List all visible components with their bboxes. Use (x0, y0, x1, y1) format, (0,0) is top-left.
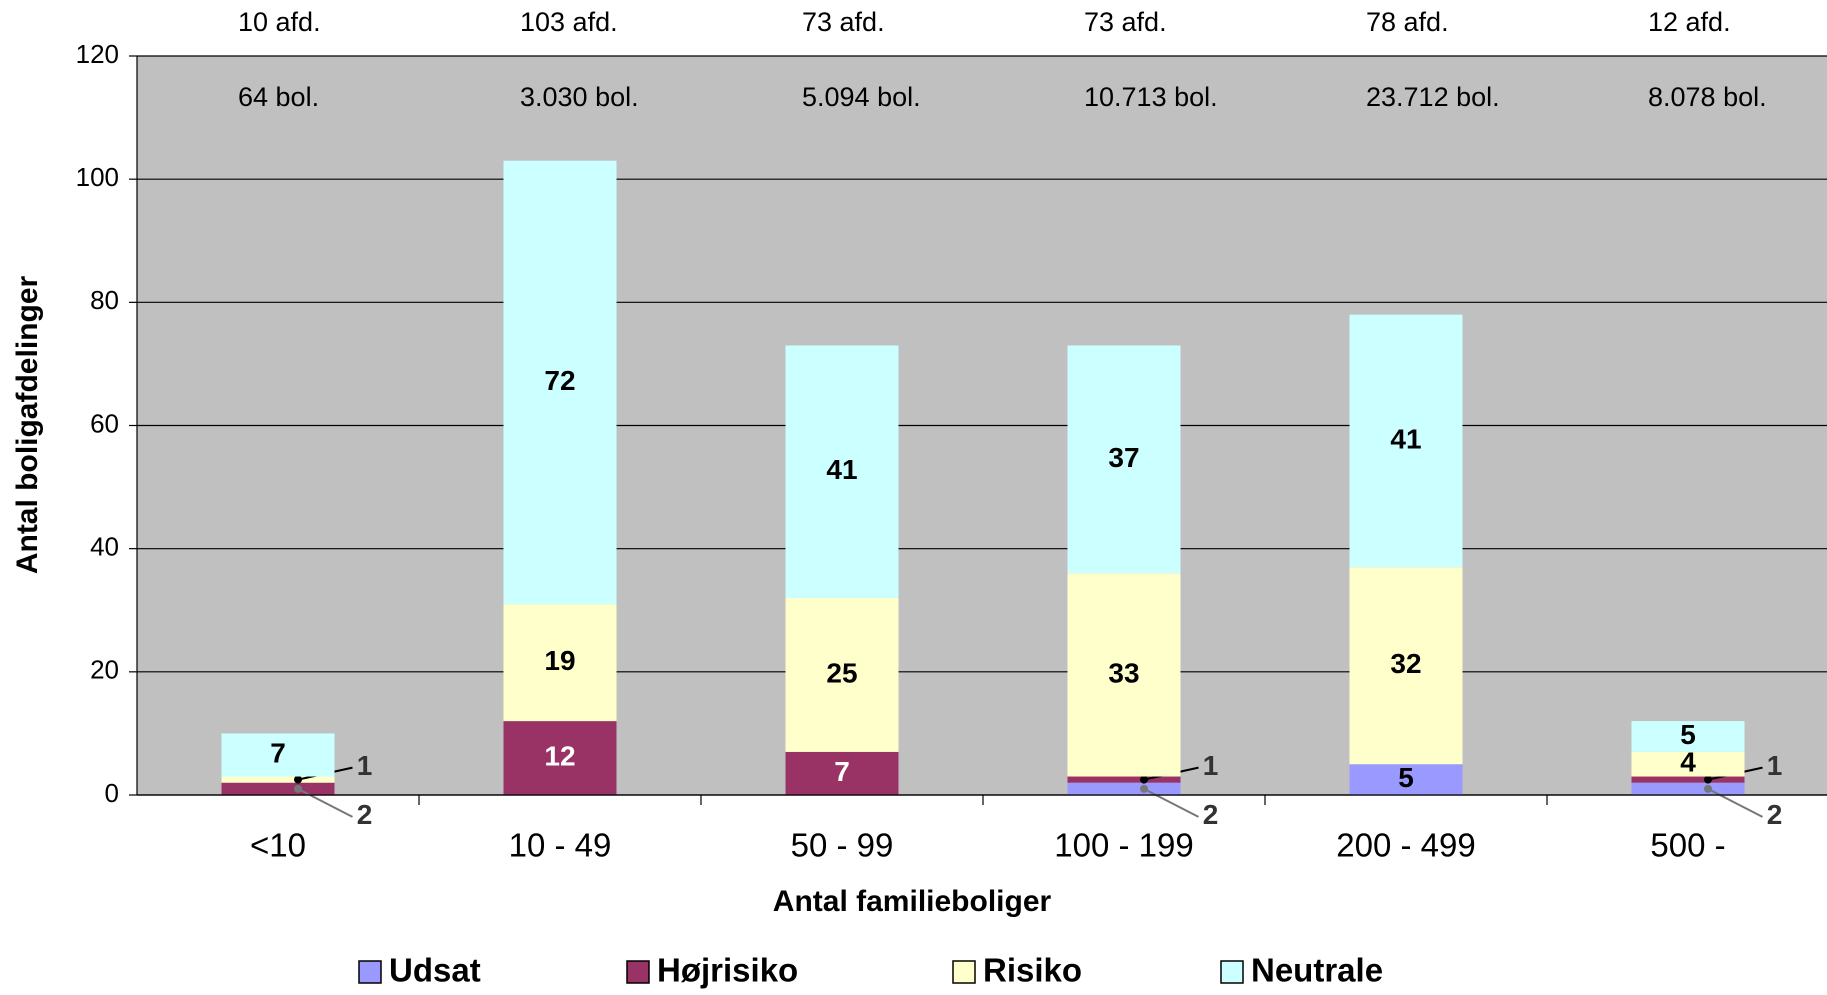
bar-segment (1631, 721, 1745, 752)
legend-label: Neutrale (1251, 952, 1383, 989)
bar-segment (1349, 567, 1463, 765)
annotation-bol: 5.094 bol. (802, 82, 921, 112)
annotation-bol: 23.712 bol. (1366, 82, 1500, 112)
bar-segment (221, 733, 335, 777)
data-label: 41 (1390, 423, 1421, 454)
bar-segment (785, 345, 899, 598)
annotation-afd: 73 afd. (802, 7, 885, 37)
x-tick-label: 100 - 199 (1054, 827, 1193, 864)
y-tick-label: 0 (105, 778, 119, 808)
data-label: 7 (270, 737, 286, 768)
legend-swatch (952, 960, 976, 984)
bar-segment (1067, 573, 1181, 777)
y-tick-label: 100 (76, 162, 119, 192)
bar-segment (1631, 782, 1745, 795)
x-tick-label: 200 - 499 (1336, 827, 1475, 864)
legend-swatch (358, 960, 382, 984)
annotation-bol: 10.713 bol. (1084, 82, 1218, 112)
bar-segment (503, 604, 617, 722)
data-label: 2 (357, 799, 373, 830)
annotation-afd: 103 afd. (520, 7, 618, 37)
data-label: 1 (1767, 750, 1783, 781)
data-label: 1 (357, 750, 373, 781)
leader-line (1143, 787, 1199, 818)
y-tick-label: 80 (90, 285, 119, 315)
legend-label: Risiko (983, 952, 1082, 989)
data-label: 32 (1390, 648, 1421, 679)
annotation-afd: 10 afd. (238, 7, 321, 37)
annotation-bol: 3.030 bol. (520, 82, 639, 112)
x-tick-label: 500 - (1650, 827, 1725, 864)
bar-segment (785, 751, 899, 795)
bar-segment (1067, 782, 1181, 795)
bar-segment (1067, 776, 1181, 783)
data-label: 19 (544, 645, 575, 676)
x-tick-label: 10 - 49 (509, 827, 612, 864)
annotation-afd: 73 afd. (1084, 7, 1167, 37)
legend-swatch (626, 960, 650, 984)
annotation-bol: 8.078 bol. (1648, 82, 1767, 112)
data-label: 2 (1203, 799, 1219, 830)
y-tick-label: 40 (90, 532, 119, 562)
bar-segment (1631, 751, 1745, 777)
leader-line (297, 787, 353, 818)
y-tick-label: 120 (76, 39, 119, 69)
bar-segment (503, 721, 617, 795)
y-axis-title: Antal boligafdelinger (11, 276, 44, 575)
data-label: 72 (544, 365, 575, 396)
bar-segment (1349, 764, 1463, 795)
x-tick-label: <10 (250, 827, 306, 864)
data-label: 25 (826, 657, 857, 688)
data-label: 41 (826, 454, 857, 485)
data-label: 37 (1108, 442, 1139, 473)
data-label: 1 (1203, 750, 1219, 781)
annotation-afd: 12 afd. (1648, 7, 1731, 37)
bar-segment (221, 782, 335, 795)
legend-label: Udsat (389, 952, 481, 989)
y-tick-label: 20 (90, 655, 119, 685)
bar-segment (503, 160, 617, 605)
bar-segment (221, 776, 335, 783)
annotation-afd: 78 afd. (1366, 7, 1449, 37)
legend-swatch (1220, 960, 1244, 984)
bar-segment (1067, 345, 1181, 574)
annotation-bol: 64 bol. (238, 82, 319, 112)
x-tick-label: 50 - 99 (791, 827, 894, 864)
legend-label: Højrisiko (657, 952, 798, 989)
data-label: 5 (1680, 719, 1696, 750)
data-label: 2 (1767, 799, 1783, 830)
bar-segment (1349, 314, 1463, 568)
data-label: 7 (834, 756, 850, 787)
y-tick-label: 60 (90, 408, 119, 438)
leader-line (1707, 787, 1763, 818)
data-label: 33 (1108, 657, 1139, 688)
data-label: 12 (544, 740, 575, 771)
data-label: 5 (1398, 762, 1414, 793)
x-axis-title: Antal familieboliger (773, 885, 1052, 918)
bar-segment (1631, 776, 1745, 783)
data-label: 4 (1680, 747, 1696, 778)
bar-segment (785, 597, 899, 752)
